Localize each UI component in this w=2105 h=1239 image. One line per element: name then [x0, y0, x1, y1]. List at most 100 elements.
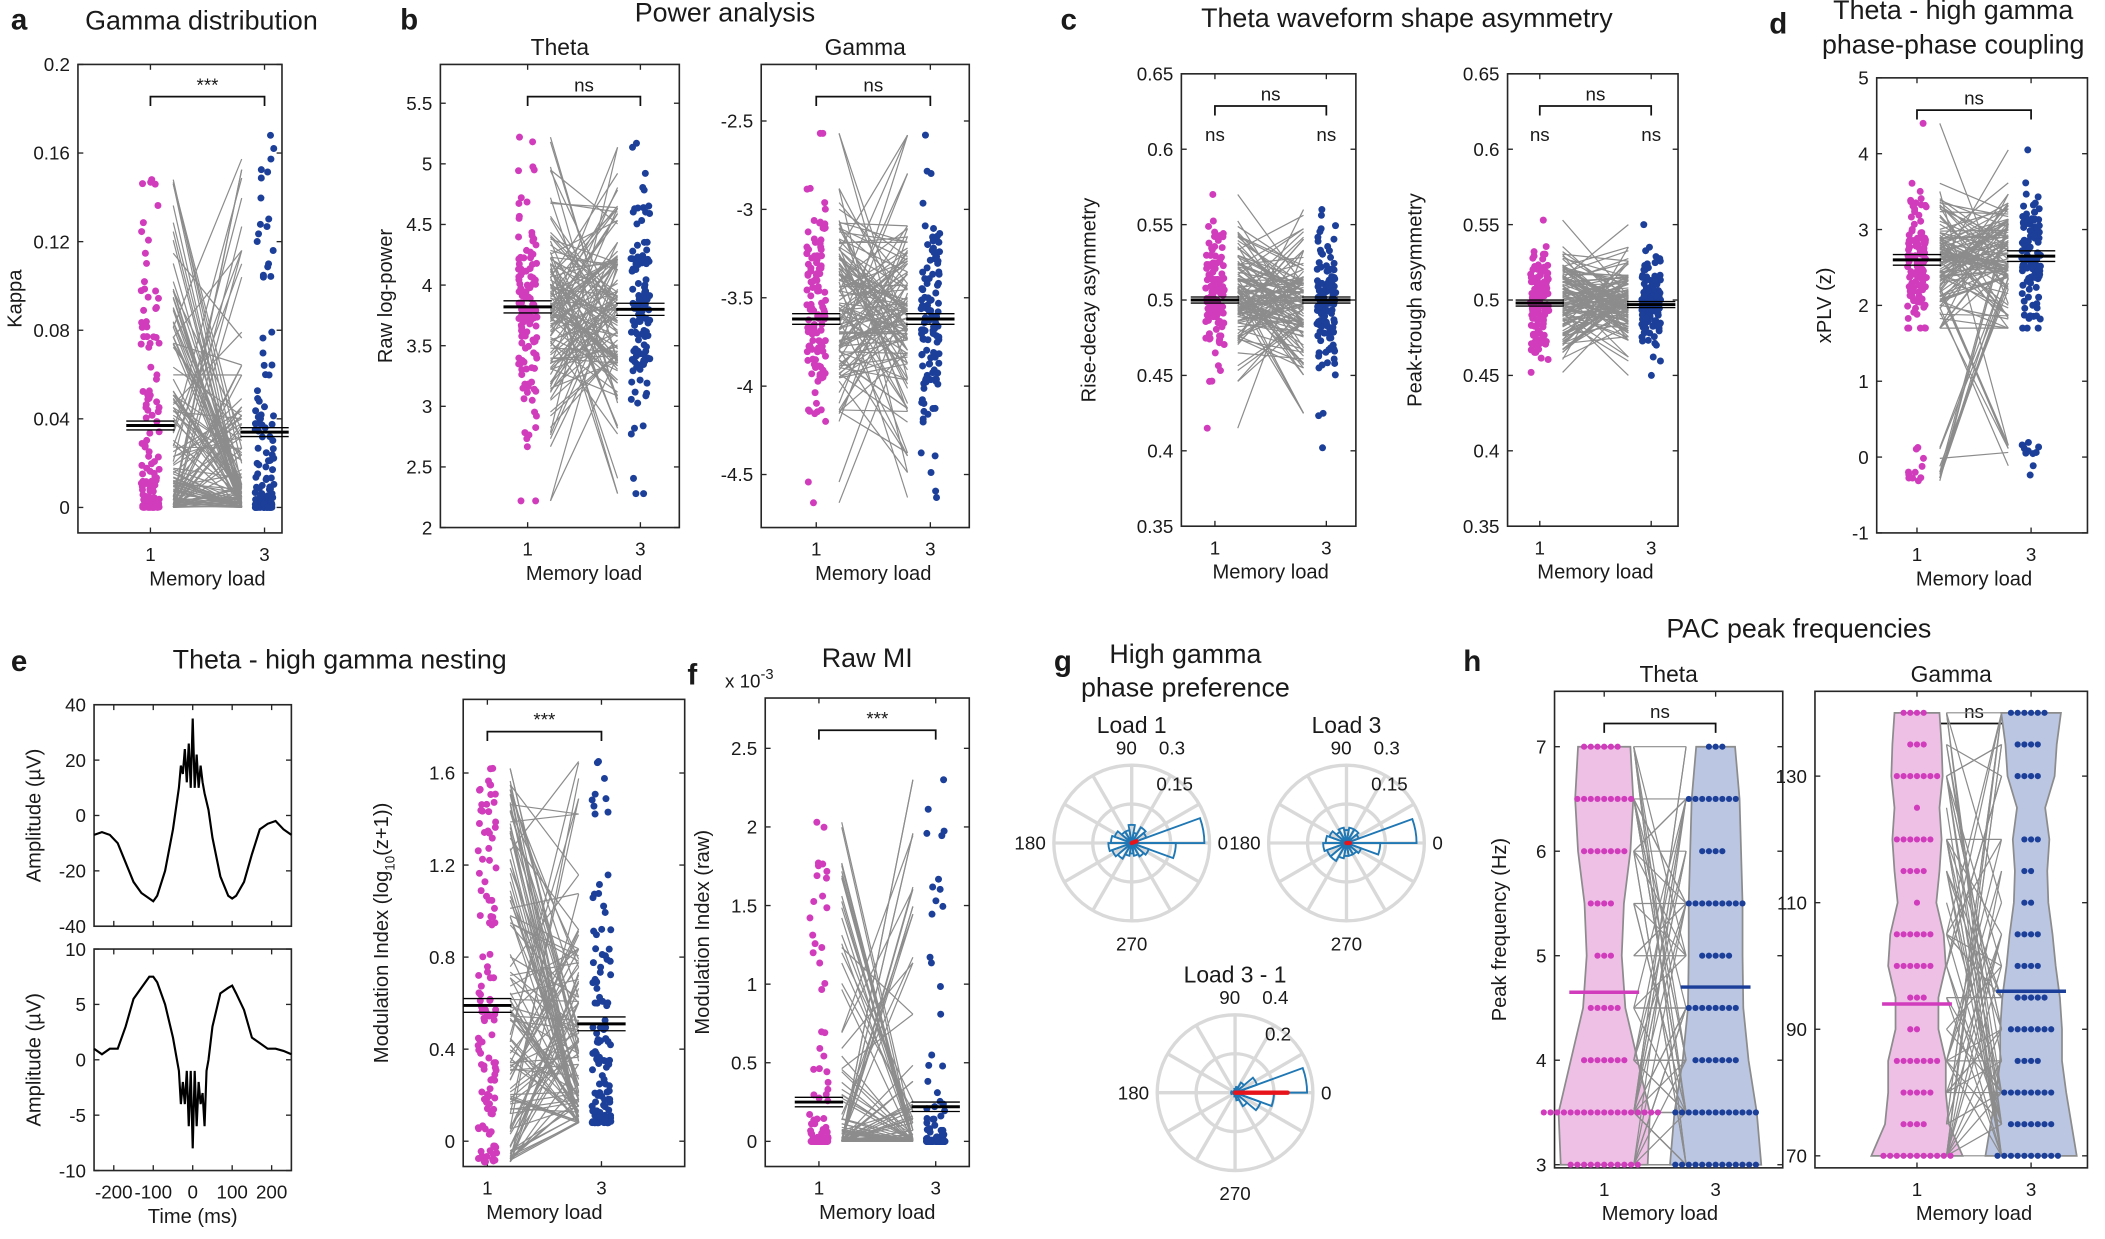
- y-tick-label: 0.5: [1473, 290, 1499, 311]
- data-point: [491, 1142, 499, 1150]
- data-point: [138, 228, 146, 236]
- data-point: [632, 260, 640, 268]
- data-point: [920, 384, 928, 392]
- data-point: [806, 342, 814, 350]
- data-point: [2034, 193, 2042, 201]
- pair-line: [549, 307, 619, 447]
- data-point: [257, 166, 265, 174]
- y-tick-label: 5: [1858, 68, 1868, 89]
- significance-label: ***: [866, 708, 889, 729]
- pair-line: [1939, 240, 2009, 271]
- data-point: [2048, 1121, 2055, 1128]
- data-point: [155, 404, 163, 412]
- data-point: [1904, 324, 1912, 332]
- data-point: [1917, 229, 1925, 237]
- x-tick-label: 3: [1646, 537, 1656, 558]
- pair-line: [841, 889, 914, 1033]
- pair-line: [1237, 228, 1304, 267]
- data-point: [1539, 317, 1547, 325]
- data-point: [1907, 962, 1914, 970]
- pair-line: [841, 833, 914, 1142]
- data-point: [1725, 1161, 1733, 1168]
- data-point: [591, 1048, 599, 1056]
- data-point: [821, 352, 829, 360]
- y-tick-label: 0.65: [1463, 64, 1500, 85]
- rose-bin: [1322, 842, 1347, 853]
- data-point: [154, 453, 162, 461]
- data-point: [1900, 1089, 1907, 1096]
- pair-line: [838, 359, 908, 409]
- data-point: [1920, 867, 1927, 875]
- data-point: [810, 1116, 818, 1124]
- data-point: [634, 336, 642, 344]
- data-point: [533, 259, 541, 267]
- data-point: [153, 398, 161, 406]
- pair-line: [509, 859, 580, 1123]
- paired-lines: [1633, 746, 1687, 1166]
- pair-line: [841, 822, 914, 1131]
- data-point: [627, 255, 635, 263]
- data-point: [491, 823, 499, 831]
- data-point: [517, 194, 525, 202]
- data-point: [1913, 1057, 1921, 1064]
- pair-line: [550, 271, 618, 331]
- data-point: [147, 178, 155, 186]
- data-point: [485, 1054, 493, 1062]
- data-point: [2027, 994, 2035, 1001]
- significance-bracket: [486, 730, 603, 741]
- data-point: [1544, 356, 1552, 363]
- data-point: [1705, 795, 1713, 803]
- data-point: [820, 1115, 828, 1123]
- pair-line: [1939, 218, 2009, 473]
- data-point: [634, 347, 642, 355]
- data-point: [2036, 262, 2044, 270]
- data-point: [2026, 243, 2034, 251]
- data-point: [265, 371, 273, 379]
- data-point: [1536, 339, 1544, 347]
- data-point: [1910, 297, 1918, 305]
- y-tick-label: -20: [59, 861, 86, 882]
- data-point: [1921, 236, 1929, 244]
- data-point: [2027, 1026, 2035, 1033]
- data-point: [528, 396, 536, 404]
- data-point: [929, 405, 937, 412]
- data-point: [1537, 288, 1545, 296]
- data-point: [823, 904, 831, 912]
- data-point: [481, 878, 489, 886]
- data-point: [810, 307, 818, 315]
- y-tick-label: 0.6: [1473, 139, 1499, 160]
- rose-bin: [1234, 1085, 1240, 1094]
- data-point: [488, 1031, 496, 1039]
- pair-line: [1562, 309, 1629, 320]
- significance-label: ns: [1964, 88, 1984, 109]
- data-point: [1900, 867, 1907, 875]
- points-load-3: [627, 139, 654, 498]
- data-point: [2014, 1121, 2021, 1128]
- data-point: [267, 155, 275, 163]
- data-point: [1527, 278, 1535, 286]
- data-point: [2027, 773, 2035, 780]
- rose-bin: [1234, 1081, 1246, 1094]
- y-tick-label: 0.6: [1147, 139, 1173, 160]
- data-point: [1649, 353, 1657, 361]
- pair-line: [838, 173, 909, 325]
- polar-spoke: [1063, 841, 1133, 884]
- data-point: [1601, 952, 1608, 959]
- data-point: [1692, 1161, 1699, 1168]
- pair-line: [172, 336, 243, 507]
- pair-line: [172, 250, 243, 434]
- pair-line: [173, 497, 242, 509]
- pair-line: [1939, 191, 2009, 446]
- data-point: [2041, 1089, 2048, 1096]
- data-point: [2024, 293, 2032, 301]
- data-point: [1324, 243, 1332, 250]
- data-point: [483, 800, 491, 808]
- pair-line: [839, 409, 908, 413]
- data-point: [140, 306, 148, 314]
- data-point: [1601, 1109, 1608, 1116]
- pair-line: [550, 316, 618, 381]
- data-point: [634, 279, 642, 287]
- pair-line: [1633, 851, 1687, 1113]
- data-point: [595, 1080, 603, 1088]
- data-point: [154, 294, 162, 302]
